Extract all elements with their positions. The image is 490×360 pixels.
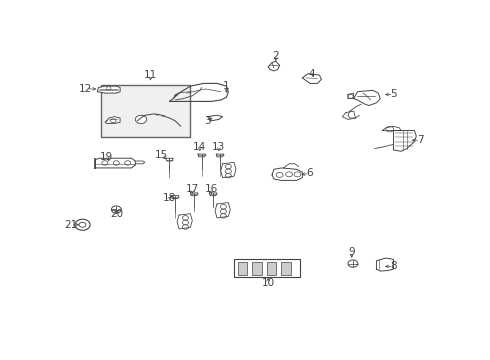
Circle shape <box>348 94 353 98</box>
Text: 20: 20 <box>110 209 123 219</box>
Bar <box>252 262 262 275</box>
Polygon shape <box>94 158 96 168</box>
Circle shape <box>225 174 231 178</box>
Polygon shape <box>382 126 401 131</box>
Circle shape <box>225 169 231 174</box>
Polygon shape <box>216 154 224 157</box>
Polygon shape <box>393 131 416 151</box>
Bar <box>101 85 190 138</box>
Polygon shape <box>348 93 354 99</box>
Text: 2: 2 <box>272 51 279 61</box>
Circle shape <box>220 204 226 209</box>
Text: 17: 17 <box>186 184 199 194</box>
Circle shape <box>182 216 189 220</box>
Bar <box>238 262 247 275</box>
Circle shape <box>124 161 131 165</box>
Polygon shape <box>96 158 135 168</box>
Bar <box>234 260 300 278</box>
Circle shape <box>182 225 189 229</box>
Circle shape <box>276 172 283 177</box>
Text: 18: 18 <box>163 193 176 203</box>
Text: 8: 8 <box>390 261 397 271</box>
Circle shape <box>111 119 116 123</box>
Text: 10: 10 <box>262 278 275 288</box>
Polygon shape <box>198 154 206 157</box>
Text: 19: 19 <box>100 152 114 162</box>
Circle shape <box>102 161 108 165</box>
Polygon shape <box>166 158 173 161</box>
Polygon shape <box>220 162 236 177</box>
Text: 6: 6 <box>307 168 313 179</box>
Text: 11: 11 <box>144 70 157 80</box>
Text: 12: 12 <box>79 84 93 94</box>
Text: 7: 7 <box>417 135 423 145</box>
Bar <box>281 262 291 275</box>
Polygon shape <box>215 203 230 218</box>
Circle shape <box>182 220 189 225</box>
Text: 16: 16 <box>205 184 218 194</box>
Text: 4: 4 <box>309 69 315 79</box>
Polygon shape <box>302 74 321 84</box>
Polygon shape <box>172 195 179 198</box>
Text: 14: 14 <box>193 142 206 152</box>
Circle shape <box>106 87 111 90</box>
Circle shape <box>135 115 147 123</box>
Text: 9: 9 <box>348 247 355 257</box>
Polygon shape <box>342 111 356 120</box>
Bar <box>267 262 276 275</box>
Circle shape <box>386 126 393 132</box>
Polygon shape <box>354 90 380 105</box>
Circle shape <box>111 206 121 213</box>
Text: 5: 5 <box>390 90 397 99</box>
Polygon shape <box>376 258 393 271</box>
Text: 1: 1 <box>223 81 230 91</box>
Circle shape <box>113 161 120 165</box>
Circle shape <box>79 222 86 227</box>
Circle shape <box>75 219 90 230</box>
Polygon shape <box>209 193 217 195</box>
Circle shape <box>286 172 293 177</box>
Polygon shape <box>177 214 192 229</box>
Polygon shape <box>190 193 198 195</box>
Text: 15: 15 <box>155 150 169 161</box>
Circle shape <box>225 164 231 169</box>
Text: 13: 13 <box>212 142 225 152</box>
Circle shape <box>294 172 301 177</box>
Polygon shape <box>272 168 302 180</box>
Polygon shape <box>207 115 222 121</box>
Polygon shape <box>268 61 280 71</box>
Text: 21: 21 <box>64 220 77 230</box>
Polygon shape <box>98 86 120 93</box>
Circle shape <box>220 214 226 218</box>
Circle shape <box>348 260 358 267</box>
Circle shape <box>220 209 226 214</box>
Text: 3: 3 <box>204 116 211 126</box>
